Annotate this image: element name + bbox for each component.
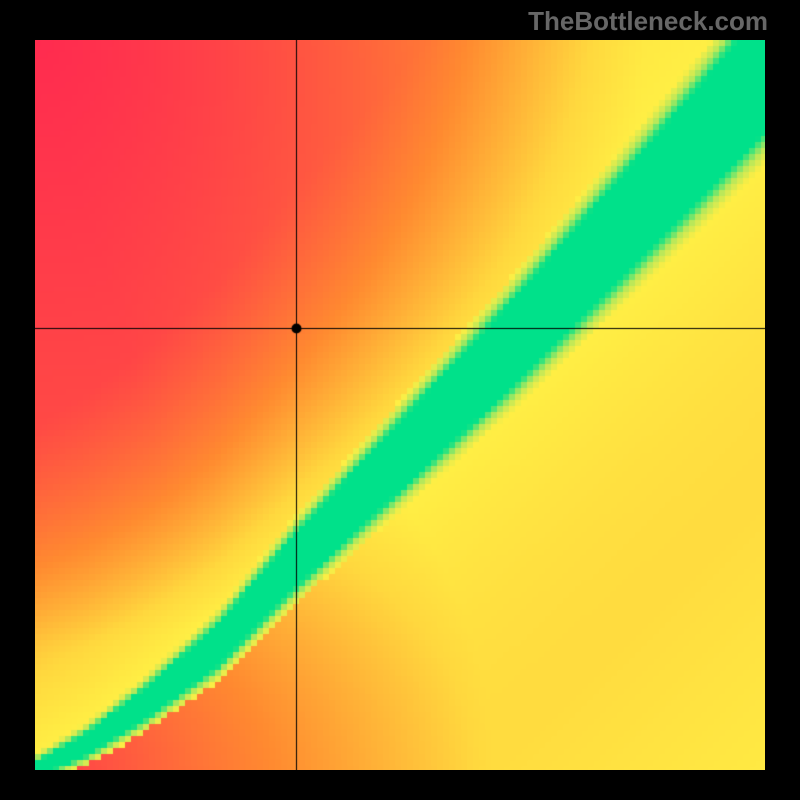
watermark-text: TheBottleneck.com: [528, 6, 768, 37]
chart-container: TheBottleneck.com: [0, 0, 800, 800]
heatmap-plot: [35, 40, 765, 770]
